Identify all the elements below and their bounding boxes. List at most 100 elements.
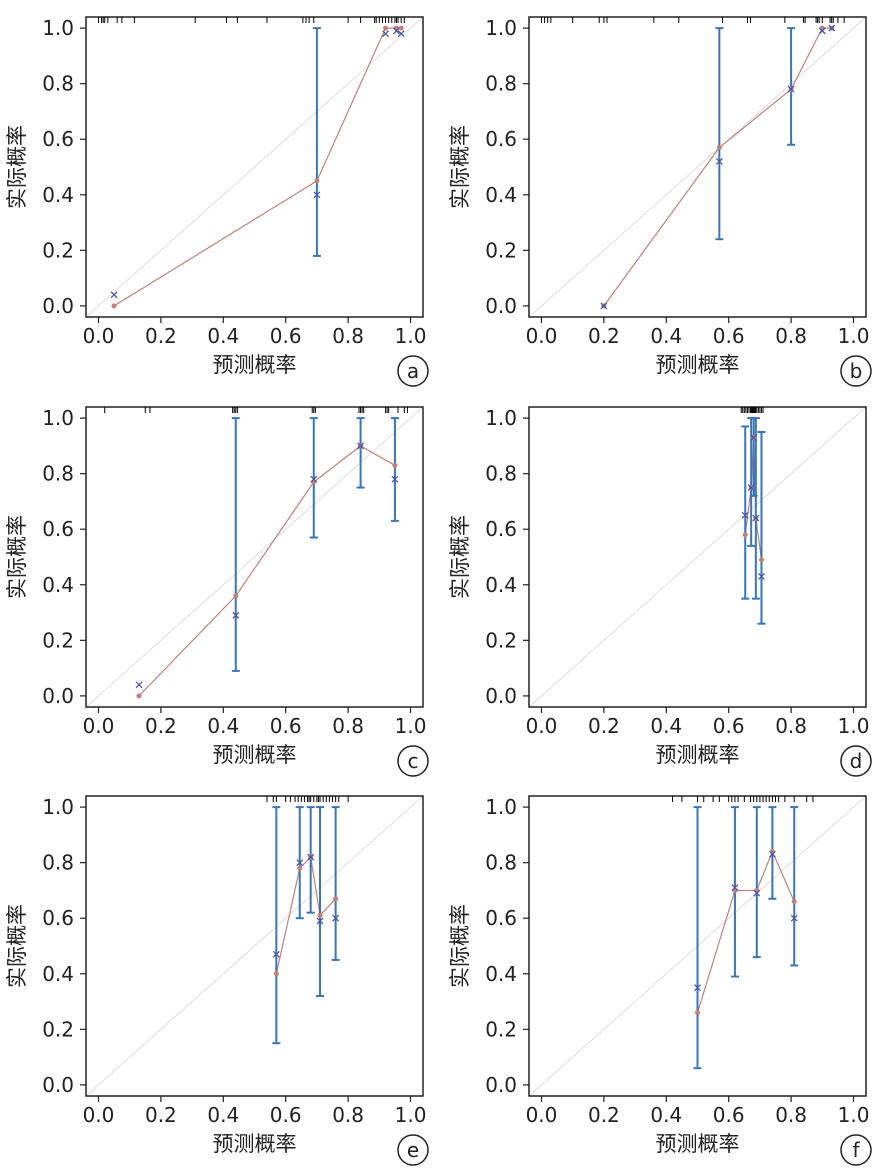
y-tick-label: 0.0 bbox=[42, 1073, 74, 1097]
x-tick-label: 0.6 bbox=[713, 714, 745, 738]
ideal-diagonal-line bbox=[85, 406, 424, 708]
corrected-point-marker bbox=[600, 302, 608, 310]
observed-line bbox=[275, 855, 337, 974]
y-tick-label: 0.2 bbox=[42, 628, 74, 652]
x-tick-label: 0.0 bbox=[83, 324, 115, 348]
x-tick-label: 1.0 bbox=[395, 324, 427, 348]
x-tick-label: 0.0 bbox=[83, 714, 115, 738]
y-tick-label: 0.0 bbox=[42, 294, 74, 318]
x-tick-label: 0.4 bbox=[650, 714, 682, 738]
panel-c: 0.0 0.2 0.4 0.6 0.8 1.0 0.0 0.2 0.4 0.6 0.8 1.0 预测概率… bbox=[0, 390, 443, 778]
observed-point bbox=[333, 896, 339, 902]
y-tick-label: 0.2 bbox=[485, 238, 517, 262]
panel-e: 0.0 0.2 0.4 0.6 0.8 1.0 0.0 0.2 0.4 0.6 0.8 1.0 预测概率… bbox=[0, 779, 443, 1167]
corrected-point-marker bbox=[731, 884, 739, 892]
x-tick-label: 1.0 bbox=[838, 324, 870, 348]
y-axis-label: 实际概率 bbox=[5, 125, 29, 209]
ideal-diagonal-line bbox=[85, 16, 424, 318]
observed-line bbox=[696, 850, 795, 1013]
x-tick-label: 0.0 bbox=[526, 324, 558, 348]
observed-point bbox=[317, 912, 323, 918]
y-tick-label: 0.6 bbox=[42, 517, 74, 541]
panel-label-circle bbox=[397, 355, 429, 387]
corrected-point-marker bbox=[313, 191, 321, 199]
plot-frame bbox=[85, 795, 424, 1097]
observed-point bbox=[695, 1010, 700, 1016]
panel-label: b bbox=[850, 359, 863, 383]
corrected-point-marker bbox=[357, 442, 365, 450]
x-tick-label: 0.8 bbox=[332, 1103, 364, 1127]
panel-label: f bbox=[852, 1138, 860, 1162]
y-tick-label: 0.4 bbox=[485, 183, 517, 207]
corrected-point-marker bbox=[753, 889, 761, 897]
observed-point bbox=[742, 532, 748, 538]
corrected-point-marker bbox=[397, 30, 405, 38]
x-tick-label: 0.6 bbox=[270, 714, 302, 738]
panel-b: 0.0 0.2 0.4 0.6 0.8 1.0 0.0 0.2 0.4 0.6 0.8 1.0 预测概率… bbox=[443, 0, 886, 388]
x-tick-label: 0.8 bbox=[775, 1103, 807, 1127]
observed-point bbox=[233, 593, 239, 599]
x-tick-label: 0.2 bbox=[145, 1103, 177, 1127]
y-tick-label: 0.0 bbox=[485, 684, 517, 708]
corrected-point-marker bbox=[232, 611, 240, 619]
x-tick-label: 1.0 bbox=[838, 1103, 870, 1127]
corrected-point-marker bbox=[818, 27, 826, 35]
observed-point bbox=[273, 971, 279, 977]
plot-frame bbox=[528, 406, 867, 708]
corrected-point-marker bbox=[382, 30, 390, 38]
x-tick-label: 0.2 bbox=[588, 1103, 620, 1127]
corrected-point-marker bbox=[747, 484, 755, 492]
observed-point bbox=[111, 303, 117, 309]
corrected-point-marker bbox=[316, 917, 324, 925]
x-tick-label: 1.0 bbox=[838, 714, 870, 738]
x-tick-label: 0.8 bbox=[775, 714, 807, 738]
corrected-point-marker bbox=[694, 984, 701, 992]
x-tick-label: 0.4 bbox=[650, 1103, 682, 1127]
x-axis-label: 预测概率 bbox=[213, 1132, 297, 1156]
panel-label: d bbox=[850, 749, 863, 773]
x-tick-label: 0.6 bbox=[713, 1103, 745, 1127]
plot-frame bbox=[528, 16, 867, 318]
corrected-point-marker bbox=[110, 291, 118, 299]
observed-point bbox=[398, 25, 404, 31]
y-tick-label: 0.6 bbox=[485, 127, 517, 151]
x-tick-label: 0.8 bbox=[332, 324, 364, 348]
x-tick-label: 0.0 bbox=[526, 714, 558, 738]
panel-label-circle bbox=[840, 355, 872, 387]
y-tick-label: 0.8 bbox=[485, 462, 517, 486]
x-tick-label: 0.4 bbox=[207, 324, 239, 348]
y-tick-label: 0.0 bbox=[42, 684, 74, 708]
x-tick-label: 0.2 bbox=[588, 324, 620, 348]
x-tick-label: 0.2 bbox=[145, 324, 177, 348]
y-tick-label: 1.0 bbox=[42, 795, 74, 819]
observed-line bbox=[138, 445, 396, 697]
observed-point bbox=[716, 145, 722, 151]
y-axis-label: 实际概率 bbox=[5, 904, 29, 988]
plot-frame bbox=[85, 16, 424, 318]
x-tick-label: 0.4 bbox=[207, 1103, 239, 1127]
y-tick-label: 0.4 bbox=[42, 183, 74, 207]
panel-d: 0.0 0.2 0.4 0.6 0.8 1.0 0.0 0.2 0.4 0.6 0.8 1.0 预测概率… bbox=[443, 390, 886, 778]
y-tick-label: 0.4 bbox=[485, 962, 517, 986]
chart-svg: 0.0 0.2 0.4 0.6 0.8 1.0 0.0 0.2 0.4 0.6 0.8 1.0 预测概率… bbox=[5, 406, 429, 777]
y-tick-label: 1.0 bbox=[485, 16, 517, 40]
y-tick-label: 1.0 bbox=[485, 406, 517, 430]
observed-point bbox=[383, 25, 389, 31]
y-tick-label: 0.0 bbox=[485, 294, 517, 318]
observed-point bbox=[297, 865, 303, 871]
y-tick-label: 0.4 bbox=[42, 962, 74, 986]
corrected-point-marker bbox=[135, 681, 143, 689]
y-tick-label: 0.8 bbox=[485, 72, 517, 96]
y-tick-label: 0.2 bbox=[42, 1017, 74, 1041]
chart-svg: 0.0 0.2 0.4 0.6 0.8 1.0 0.0 0.2 0.4 0.6 0.8 1.0 预测概率… bbox=[5, 795, 429, 1166]
x-axis-label: 预测概率 bbox=[656, 1132, 740, 1156]
y-tick-label: 1.0 bbox=[42, 406, 74, 430]
x-axis-label: 预测概率 bbox=[656, 353, 740, 377]
corrected-point-marker bbox=[307, 853, 315, 861]
y-axis-label: 实际概率 bbox=[448, 125, 472, 209]
corrected-point-marker bbox=[391, 475, 399, 483]
corrected-point-marker bbox=[758, 572, 765, 580]
x-tick-label: 0.0 bbox=[526, 1103, 558, 1127]
y-tick-label: 0.6 bbox=[42, 906, 74, 930]
